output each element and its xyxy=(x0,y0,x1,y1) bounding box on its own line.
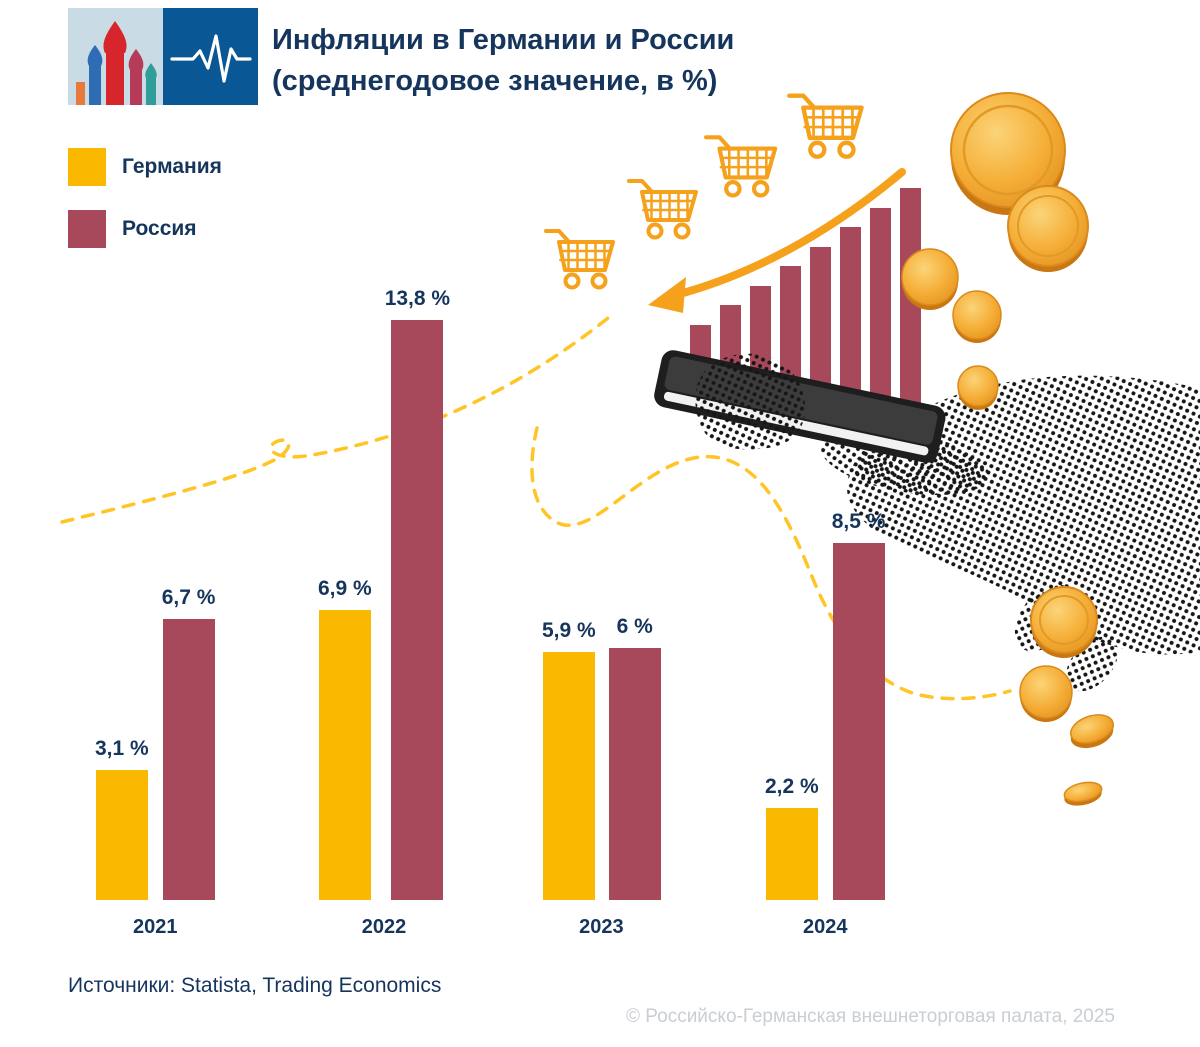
bar-column-germany-2022: 6,9 % xyxy=(318,577,372,900)
bar-column-russia-2023: 6 % xyxy=(608,615,661,900)
bar-column-germany-2023: 5,9 % xyxy=(542,619,596,900)
bar-column-russia-2022: 13,8 % xyxy=(385,287,450,900)
bar-column-germany-2024: 2,2 % xyxy=(765,775,819,900)
legend-item-germany: Германия xyxy=(68,148,222,186)
legend-label-russia: Россия xyxy=(122,217,197,240)
bar-group-2022: 6,9 % 13,8 % 2022 xyxy=(318,287,450,938)
hand-holding-phone-illustration xyxy=(654,188,1200,692)
coin-icon xyxy=(901,92,1115,806)
bar-russia-2024 xyxy=(832,543,885,900)
title-line-2: (среднегодовое значение, в %) xyxy=(272,65,718,98)
bar-germany-2021 xyxy=(95,770,148,900)
bar-value-label-germany-2021: 3,1 % xyxy=(95,737,149,760)
bar-group-2021: 3,1 % 6,7 % 2021 xyxy=(95,586,216,938)
source-note: Источники: Statista, Trading Economics xyxy=(68,974,442,997)
bar-value-label-germany-2022: 6,9 % xyxy=(318,577,372,600)
bar-russia-2021 xyxy=(162,619,215,900)
bar-germany-2024 xyxy=(765,808,818,900)
bar-germany-2023 xyxy=(542,652,595,900)
bar-value-label-germany-2024: 2,2 % xyxy=(765,775,819,798)
bar-value-label-russia-2022: 13,8 % xyxy=(384,287,451,310)
bar-column-germany-2021: 3,1 % xyxy=(95,737,149,900)
category-label-2022: 2022 xyxy=(361,916,407,938)
dashed-path-right xyxy=(530,426,1012,701)
russia-color-swatch xyxy=(68,210,106,248)
bar-value-label-russia-2021: 6,7 % xyxy=(161,586,216,609)
chart-legend: Германия Россия xyxy=(68,148,222,272)
page-title: Инфляции в Германии и России (среднегодо… xyxy=(272,20,734,102)
bar-russia-2023 xyxy=(608,648,661,900)
bar-germany-2022 xyxy=(318,610,371,900)
germany-color-swatch xyxy=(68,148,106,186)
growth-arrow-icon xyxy=(648,168,906,313)
category-label-2021: 2021 xyxy=(132,916,178,938)
bar-column-russia-2021: 6,7 % xyxy=(161,586,216,900)
category-label-2023: 2023 xyxy=(579,916,624,938)
bar-russia-2022 xyxy=(391,320,444,900)
bar-value-label-russia-2023: 6 % xyxy=(616,615,653,638)
title-line-1: Инфляции в Германии и России xyxy=(272,24,735,56)
legend-label-germany: Германия xyxy=(122,155,222,178)
cathedral-logo xyxy=(68,8,163,105)
bar-group-2023: 5,9 % 6 % 2023 xyxy=(542,615,661,938)
bar-column-russia-2024: 8,5 % xyxy=(831,510,886,900)
legend-item-russia: Россия xyxy=(68,210,222,248)
bar-group-2024: 2,2 % 8,5 % 2024 xyxy=(765,510,886,938)
bar-value-label-germany-2023: 5,9 % xyxy=(542,619,596,642)
bar-value-label-russia-2024: 8,5 % xyxy=(831,510,886,533)
pulse-logo xyxy=(163,8,258,105)
category-label-2024: 2024 xyxy=(802,916,848,938)
copyright-note: © Российско-Германская внешнеторговая па… xyxy=(626,1006,1115,1027)
dashed-path-left xyxy=(60,316,610,524)
